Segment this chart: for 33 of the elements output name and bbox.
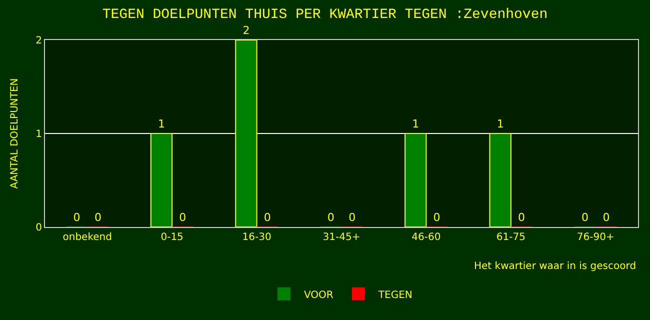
data-label: 0 (433, 211, 440, 224)
data-label: 2 (242, 24, 250, 37)
x-tick-label: 16-30 (242, 232, 272, 243)
data-label: 1 (158, 118, 165, 130)
y-tick-label: 0 (36, 222, 42, 234)
data-label: 0 (264, 211, 271, 224)
bar (404, 133, 427, 227)
data-label: 1 (496, 118, 504, 130)
x-tick-label: 31-45+ (322, 232, 360, 243)
data-label: 0 (582, 211, 589, 224)
y-tick-label: 1 (36, 129, 42, 140)
y-tick-label: 2 (36, 36, 42, 46)
x-tick-label: 76-90+ (576, 232, 614, 243)
data-label: 0 (179, 211, 186, 224)
legend-label: TEGEN (377, 290, 412, 301)
x-tick-label: 0-15 (160, 232, 184, 243)
y-axis-title: AANTAL DOELPUNTEN (10, 78, 21, 189)
bar (235, 40, 258, 227)
data-label: 0 (94, 211, 102, 224)
x-tick-label: 46-60 (412, 232, 441, 243)
legend-label: VOOR (304, 290, 334, 301)
chart-title: TEGEN DOELPUNTEN THUIS PER KWARTIER TEGEN :Zevenhoven (102, 6, 548, 23)
x-tick-label: onbekend (62, 232, 112, 243)
data-label: 0 (327, 211, 334, 224)
data-label: 0 (73, 211, 80, 224)
data-label: 0 (518, 211, 526, 224)
x-axis-title: Het kwartier waar in is gescoord (474, 261, 636, 272)
data-label: 0 (602, 211, 610, 224)
data-label: 0 (348, 211, 356, 224)
x-tick-label: 61-75 (496, 232, 526, 243)
bar (150, 133, 173, 227)
data-label: 1 (412, 118, 420, 130)
bar (489, 133, 512, 227)
